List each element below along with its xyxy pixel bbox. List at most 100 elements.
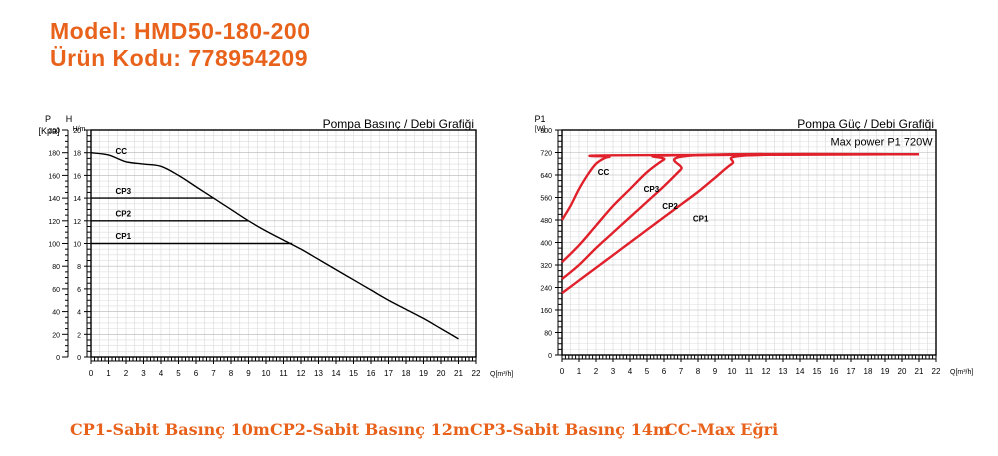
chart1-x-tick-label: 7 [211, 369, 216, 378]
chart1-y2-axis-label: P [45, 114, 51, 124]
chart2-x-tick-label: 19 [881, 367, 890, 376]
chart1-x-axis-label: Q[m³/h] [490, 371, 513, 378]
chart1-y-tick-label: 16 [73, 173, 81, 180]
chart1-x-tick-label: 19 [419, 369, 428, 378]
chart1-series-label-cp1: CP1 [116, 232, 132, 241]
chart1-y-tick-label: 8 [77, 264, 81, 271]
chart2-y-tick-label: 320 [540, 263, 552, 270]
legend-cc: CC-Max Eğri [665, 420, 779, 439]
chart2-y-tick-label: 400 [540, 241, 552, 248]
chart2-x-tick-label: 22 [932, 367, 941, 376]
chart2-x-tick-label: 10 [728, 367, 737, 376]
legend-cp1: CP1-Sabit Basınç 10m [70, 420, 270, 439]
chart2-y-tick-label: 480 [540, 218, 552, 225]
chart1-x-tick-label: 6 [194, 369, 199, 378]
chart1-series-cc [90, 152, 459, 340]
chart1-y-tick-label: 20 [73, 128, 81, 135]
chart1-x-tick-label: 16 [367, 369, 376, 378]
chart2-y-tick-label: 0 [548, 353, 552, 360]
chart1-x-tick-label: 15 [349, 369, 358, 378]
chart1-x-tick-label: 8 [229, 369, 234, 378]
chart2-series-cp2 [561, 152, 920, 280]
chart1-x-tick-label: 11 [279, 369, 288, 378]
chart1-x-tick-label: 18 [402, 369, 411, 378]
chart1-x-tick-label: 5 [176, 369, 181, 378]
chart1-x-tick-label: 4 [159, 369, 164, 378]
chart1-x-tick-label: 20 [437, 369, 446, 378]
chart2-x-tick-label: 9 [713, 367, 718, 376]
chart2-y-axis-unit: [W] [535, 126, 546, 133]
chart2-x-tick-label: 4 [628, 367, 633, 376]
chart2-x-tick-label: 7 [679, 367, 684, 376]
chart1-x-tick-label: 9 [246, 369, 251, 378]
legend-cp3: CP3-Sabit Basınç 14m [470, 420, 670, 439]
chart1-x-tick-label: 2 [124, 369, 129, 378]
chart1-series-label-cp2: CP2 [116, 210, 132, 219]
chart1-y-tick-label: 14 [73, 196, 81, 203]
chart1-y2-tick-label: 200 [48, 128, 60, 135]
chart2-x-tick-label: 11 [745, 367, 754, 376]
chart2-y-tick-label: 160 [540, 308, 552, 315]
chart2-title: Pompa Güç / Debi Grafiği [797, 117, 934, 131]
chart2-series-cp1 [561, 152, 920, 295]
chart1-y-tick-label: 4 [77, 310, 81, 317]
chart1-y2-axis-unit: [Kpa] [38, 126, 59, 136]
chart1-y-tick-label: 10 [73, 242, 81, 249]
chart1-y-axis-unit: H/m [73, 126, 86, 133]
chart2-x-tick-label: 3 [611, 367, 616, 376]
chart2-x-tick-label: 0 [560, 367, 565, 376]
chart1-y2-tick-label: 120 [48, 219, 60, 226]
chart2-x-tick-label: 21 [915, 367, 924, 376]
chart2-y-tick-label: 640 [540, 173, 552, 180]
chart2-x-tick-label: 20 [898, 367, 907, 376]
chart1-series-label-cc: CC [116, 147, 128, 156]
chart2-x-tick-label: 15 [813, 367, 822, 376]
chart2-series-label-cp2: CP2 [662, 202, 678, 211]
chart1-title: Pompa Basınç / Debi Grafiği [323, 117, 474, 131]
chart1-x-tick-label: 22 [472, 369, 481, 378]
chart1-y2-tick-label: 20 [52, 332, 60, 339]
chart1-y2-tick-label: 60 [52, 287, 60, 294]
chart1-x-tick-label: 21 [454, 369, 463, 378]
chart1-x-tick-label: 13 [314, 369, 323, 378]
chart2-x-tick-label: 6 [662, 367, 667, 376]
chart2-series-label-cp1: CP1 [693, 214, 709, 223]
chart1-x-tick-label: 12 [297, 369, 306, 378]
product-code: Ürün Kodu: 778954209 [50, 45, 308, 71]
chart1-x-tick-label: 0 [89, 369, 94, 378]
legend-cp2: CP2-Sabit Basınç 12m [270, 420, 470, 439]
chart2-x-tick-label: 17 [847, 367, 856, 376]
chart1-y2-tick-label: 0 [56, 355, 60, 362]
chart1-y2-tick-label: 160 [48, 173, 60, 180]
chart2-y-tick-label: 800 [540, 128, 552, 135]
chart2-x-tick-label: 2 [594, 367, 599, 376]
chart1-x-tick-label: 10 [262, 369, 271, 378]
chart1-y-tick-label: 12 [73, 219, 81, 226]
chart2-x-tick-label: 12 [762, 367, 771, 376]
chart2-y-tick-label: 560 [540, 196, 552, 203]
chart1-x-tick-label: 17 [384, 369, 393, 378]
chart1-y2-tick-label: 40 [52, 310, 60, 317]
chart2-series-label-cc: CC [598, 168, 610, 177]
chart2-y-tick-label: 80 [544, 331, 552, 338]
chart2-annotation: Max power P1 720W [830, 136, 933, 148]
chart1-y-axis-label: H [66, 114, 73, 124]
chart1-y-tick-label: 18 [73, 151, 81, 158]
footer-legend: CP1-Sabit Basınç 10m CP2-Sabit Basınç 12… [70, 420, 990, 444]
chart2-x-axis-label: Q[m³/h] [950, 369, 973, 376]
chart1-y2-tick-label: 180 [48, 151, 60, 158]
chart2-x-tick-label: 1 [577, 367, 582, 376]
chart2-x-tick-label: 8 [696, 367, 701, 376]
chart2-series-label-cp3: CP3 [644, 185, 660, 194]
chart1-x-tick-label: 3 [141, 369, 146, 378]
chart2-y-axis-label: P1 [534, 114, 545, 124]
chart1-y-tick-label: 6 [77, 287, 81, 294]
chart1-y-tick-label: 2 [77, 332, 81, 339]
chart2-x-tick-label: 14 [796, 367, 805, 376]
chart1-series-label-cp3: CP3 [116, 187, 132, 196]
chart2-y-tick-label: 720 [540, 151, 552, 158]
chart2-x-tick-label: 18 [864, 367, 873, 376]
chart1-y2-tick-label: 100 [48, 242, 60, 249]
chart1-y-tick-label: 0 [77, 355, 81, 362]
